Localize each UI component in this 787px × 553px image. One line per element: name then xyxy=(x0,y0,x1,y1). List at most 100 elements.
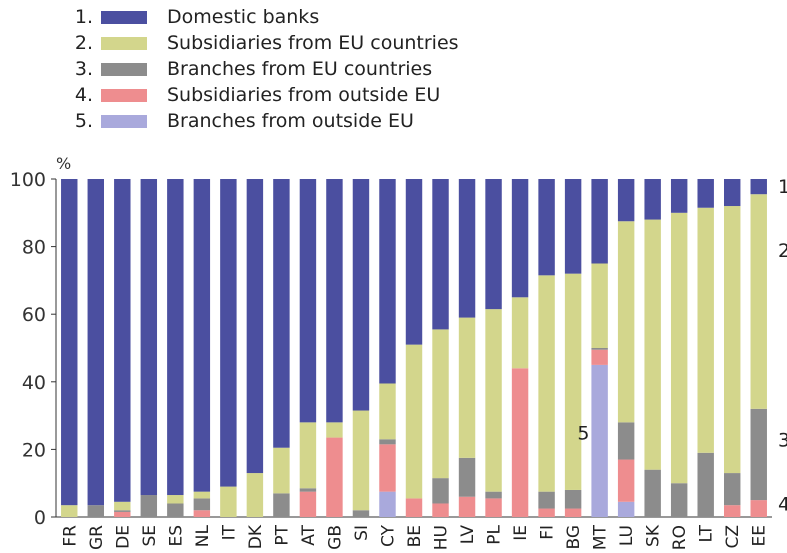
bar-segment xyxy=(87,179,104,506)
bar-segment xyxy=(538,275,555,492)
bar-segment xyxy=(617,459,635,502)
x-category-label: LT xyxy=(697,524,717,542)
legend-swatch xyxy=(101,62,147,76)
bar-segment xyxy=(87,505,104,517)
bar-segment xyxy=(379,491,396,517)
bar-segment xyxy=(405,498,423,517)
bar-segment xyxy=(750,194,767,409)
bar-segment xyxy=(724,179,741,207)
bar-segment xyxy=(352,410,370,511)
x-category-label: PL xyxy=(485,524,505,544)
x-category-label: IE xyxy=(511,525,531,541)
bar-segment xyxy=(458,179,476,318)
bar-segment xyxy=(485,309,502,492)
legend-swatch xyxy=(101,36,147,50)
bar-segment xyxy=(432,478,449,504)
bar-segment xyxy=(564,489,582,509)
x-category-label: AT xyxy=(299,524,319,545)
legend-number: 4. xyxy=(74,84,93,106)
right-edge-label: 4 xyxy=(778,493,787,515)
legend-number: 2. xyxy=(74,32,93,54)
bar-segment xyxy=(591,179,608,264)
bar-segment xyxy=(299,422,317,489)
legend-number: 3. xyxy=(74,58,93,80)
y-tick-label: 100 xyxy=(10,169,46,191)
x-category-label: GB xyxy=(325,525,345,550)
x-category-label: FI xyxy=(538,525,558,540)
x-category-label: SE xyxy=(140,525,160,547)
x-category-label: ES xyxy=(166,525,186,547)
x-category-label: SK xyxy=(644,524,664,547)
bar-segment xyxy=(644,219,661,470)
legend-number: 1. xyxy=(74,6,93,28)
bar-segment xyxy=(564,179,582,274)
x-category-label: PT xyxy=(272,524,292,545)
bar-segment xyxy=(167,179,184,496)
x-category-label: BG xyxy=(564,525,584,550)
bar-segment xyxy=(61,505,78,517)
bar-segment xyxy=(246,179,264,474)
bar-segment xyxy=(326,422,343,438)
x-category-label: DK xyxy=(246,524,266,549)
bar-segment xyxy=(617,221,635,423)
bar-segment xyxy=(617,422,635,460)
bar-segment xyxy=(352,179,370,411)
legend-label: Domestic banks xyxy=(167,6,320,28)
legend-label: Branches from EU countries xyxy=(167,58,433,80)
bar-segment xyxy=(697,452,714,517)
x-category-label: IT xyxy=(219,524,239,540)
legend-item: 3. Branches from EU countries xyxy=(55,56,459,82)
x-category-label: HU xyxy=(432,525,452,550)
bar-segment xyxy=(644,469,661,517)
legend-item: 4. Subsidiaries from outside EU xyxy=(55,82,459,108)
bar-segment xyxy=(140,495,158,517)
bar-segment xyxy=(670,212,688,484)
bar-segment xyxy=(485,179,502,310)
right-edge-label: 3 xyxy=(778,429,787,451)
bar-segment xyxy=(114,501,131,511)
y-tick-label: 80 xyxy=(22,237,46,259)
y-tick-label: 40 xyxy=(22,372,46,394)
legend-label: Branches from outside EU xyxy=(167,110,414,132)
x-category-label: GR xyxy=(87,525,107,550)
bar-segment xyxy=(114,511,131,517)
legend-item: 2. Subsidiaries from EU countries xyxy=(55,30,459,56)
bar-segment xyxy=(326,437,343,517)
x-category-label: LU xyxy=(617,525,637,546)
bar-segment xyxy=(299,179,317,423)
bar-annotation: 5 xyxy=(577,423,589,445)
legend-number: 5. xyxy=(74,110,93,132)
bar-segment xyxy=(617,179,635,222)
bar-segment xyxy=(432,179,449,330)
bar-segment xyxy=(538,179,555,276)
bar-segment xyxy=(644,179,661,220)
bar-segment xyxy=(432,329,449,479)
bar-segment xyxy=(273,493,290,517)
legend-swatch xyxy=(101,88,147,102)
bar-segment xyxy=(697,179,714,208)
right-edge-label: 2 xyxy=(778,240,787,262)
bar-segment xyxy=(511,179,529,298)
bar-segment xyxy=(591,348,608,350)
bar-segment xyxy=(458,317,476,458)
x-category-label: BE xyxy=(405,525,425,547)
bar-segment xyxy=(564,273,582,490)
bar-segment xyxy=(538,508,555,517)
bar-segment xyxy=(485,498,502,517)
bar-segment xyxy=(167,495,184,504)
bar-segment xyxy=(750,179,767,195)
bar-segment xyxy=(538,491,555,509)
bar-segment xyxy=(724,206,741,474)
bar-segment xyxy=(379,439,396,445)
bar-segment xyxy=(193,179,211,492)
bar-segment xyxy=(193,498,211,511)
bar-segment xyxy=(670,179,688,213)
legend-swatch xyxy=(101,114,147,128)
bar-segment xyxy=(405,179,423,345)
x-category-label: MT xyxy=(591,524,611,550)
bar-segment xyxy=(114,179,131,502)
bar-segment xyxy=(299,491,317,517)
x-category-label: DE xyxy=(113,525,133,549)
bar-segment xyxy=(379,444,396,492)
